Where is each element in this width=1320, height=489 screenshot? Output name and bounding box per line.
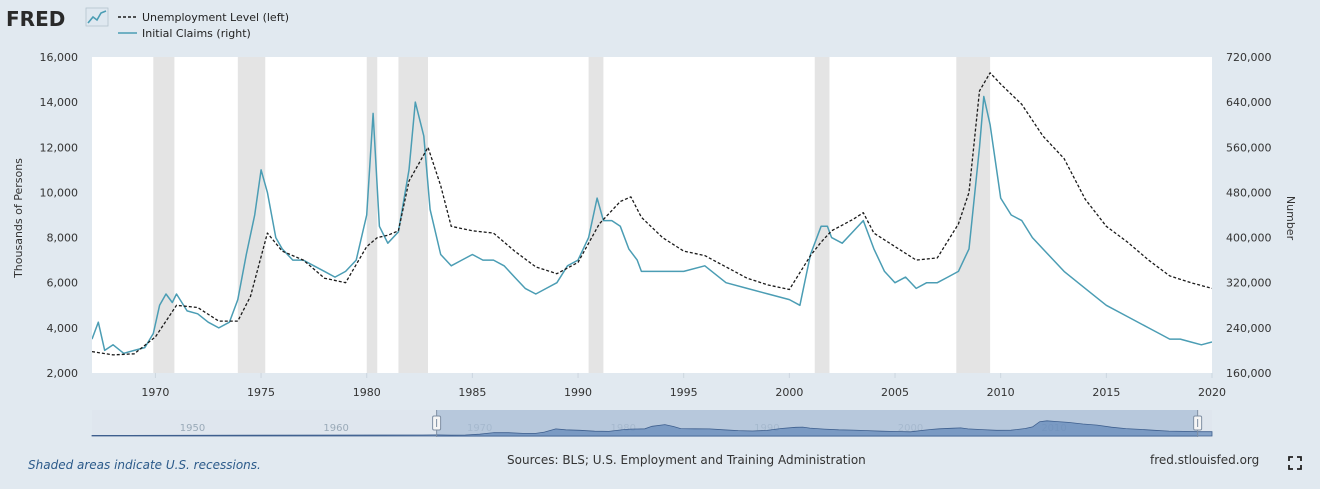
left-tick-label: 10,000 (40, 186, 79, 199)
line-graph-icon (85, 7, 109, 27)
left-axis-title: Thousands of Persons (12, 158, 25, 279)
x-tick-label: 1980 (353, 386, 381, 399)
x-tick-label: 1970 (141, 386, 169, 399)
x-tick-label: 2020 (1198, 386, 1226, 399)
right-tick-label: 640,000 (1226, 96, 1272, 109)
recession-note: Shaded areas indicate U.S. recessions. (28, 458, 261, 472)
right-tick-label: 320,000 (1226, 277, 1272, 290)
right-tick-label: 240,000 (1226, 322, 1272, 335)
navigator-handle-left[interactable] (432, 410, 442, 437)
right-tick-label: 720,000 (1226, 51, 1272, 64)
source-citation: Sources: BLS; U.S. Employment and Traini… (507, 453, 866, 467)
left-tick-label: 4,000 (47, 322, 79, 335)
navigator-handle-right[interactable] (1193, 410, 1203, 437)
x-tick-label: 1990 (564, 386, 592, 399)
recession-band (237, 57, 266, 373)
x-tick-label: 2015 (1092, 386, 1120, 399)
site-link[interactable]: fred.stlouisfed.org (1150, 453, 1260, 467)
legend: Unemployment Level (left) Initial Claims… (118, 11, 289, 40)
legend-label-unemployment: Unemployment Level (left) (142, 11, 289, 24)
initial-claims-line (92, 95, 1212, 355)
navigator-tick-label: 1950 (180, 423, 205, 434)
x-tick-label: 2010 (987, 386, 1015, 399)
left-tick-label: 14,000 (40, 96, 79, 109)
left-tick-label: 6,000 (47, 277, 79, 290)
right-axis-ticks: 160,000 240,000 320,000 400,000 480,000 560,0… (1226, 51, 1272, 380)
left-tick-label: 8,000 (47, 232, 79, 245)
fred-logo-text: FRED (6, 7, 65, 31)
right-tick-label: 480,000 (1226, 186, 1272, 199)
recession-band (153, 57, 175, 373)
series-lines (92, 72, 1212, 356)
navigator-tick-label: 1960 (323, 423, 348, 434)
unemployment-level-line (92, 72, 1212, 356)
fred-logo[interactable]: FRED (6, 7, 109, 31)
recession-band (366, 57, 378, 373)
left-tick-label: 16,000 (40, 51, 79, 64)
left-tick-label: 12,000 (40, 141, 79, 154)
left-tick-label: 2,000 (47, 367, 79, 380)
right-tick-label: 560,000 (1226, 141, 1272, 154)
x-tick-label: 2000 (775, 386, 803, 399)
recession-band (814, 57, 830, 373)
x-tick-label: 1995 (670, 386, 698, 399)
x-axis-ticks: 1970 1975 1980 1985 1990 1995 2000 2005 2010 2015… (141, 373, 1226, 399)
range-navigator[interactable]: 1950196019701980199020002010 (91, 410, 1213, 437)
right-axis-title: Number (1284, 196, 1297, 241)
recession-band (588, 57, 604, 373)
x-tick-label: 1985 (458, 386, 486, 399)
right-tick-label: 160,000 (1226, 367, 1272, 380)
fullscreen-expand-icon[interactable] (1288, 456, 1302, 470)
x-tick-label: 2005 (881, 386, 909, 399)
recession-band (398, 57, 428, 373)
legend-label-claims: Initial Claims (right) (142, 27, 251, 40)
navigator-series-area (91, 420, 1213, 437)
x-tick-label: 1975 (247, 386, 275, 399)
left-axis-ticks: 2,000 4,000 6,000 8,000 10,000 12,000 14,000 16… (40, 51, 79, 380)
right-tick-label: 400,000 (1226, 232, 1272, 245)
